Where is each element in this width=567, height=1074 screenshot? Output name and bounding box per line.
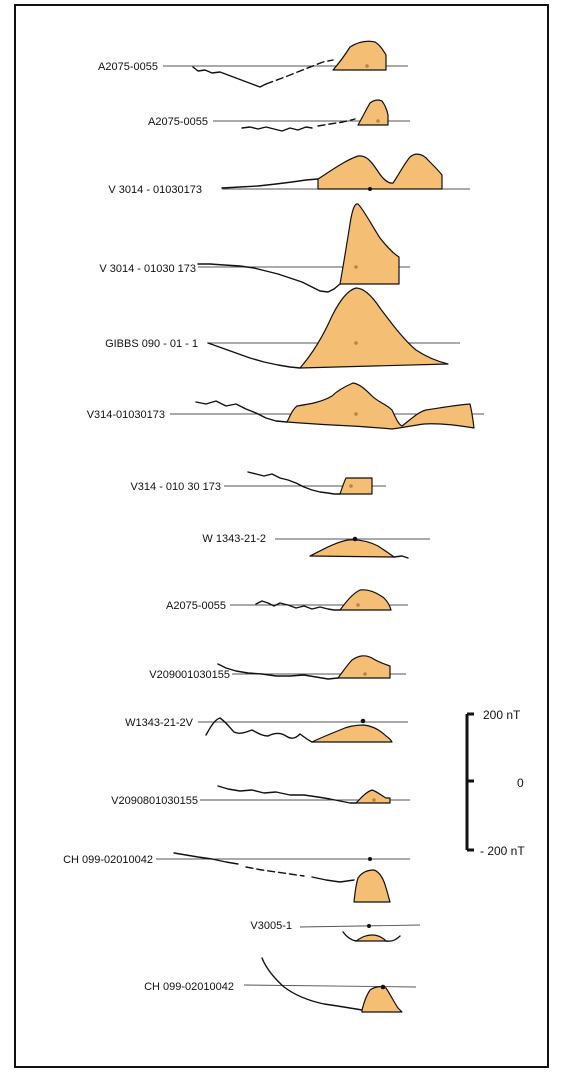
center-point <box>354 412 358 416</box>
profile-trace <box>241 126 313 132</box>
center-point <box>354 265 358 269</box>
scale-zero-label: 0 <box>517 776 524 790</box>
profile-trace <box>393 555 409 559</box>
profile-2: A2075-0055 <box>148 99 410 132</box>
center-point <box>349 484 353 488</box>
profile-label: W1343-21-2V <box>125 717 194 729</box>
profile-trace <box>261 957 363 1011</box>
anomaly-fill <box>355 934 387 942</box>
profile-trace <box>217 663 339 680</box>
profile-7: V314 - 010 30 173 <box>130 471 386 495</box>
profile-10: V209001030155 <box>149 655 406 681</box>
profile-label: GIBBS 090 - 01 - 1 <box>105 338 198 350</box>
anomaly-fill <box>332 40 387 71</box>
profile-trace <box>255 600 341 611</box>
profile-label: V 3014 - 01030173 <box>108 184 202 196</box>
profile-label: A2075-0055 <box>166 600 226 612</box>
center-point <box>368 187 372 191</box>
center-point <box>365 64 369 68</box>
profile-13: CH 099-02010042 <box>63 852 410 903</box>
profile-label: V314-01030173 <box>87 409 165 421</box>
profile-label: V 3014 - 01030 173 <box>99 263 196 275</box>
profile-label: CH 099-02010042 <box>144 981 234 993</box>
scale-bar: 200 nT 0 - 200 nT <box>465 708 525 858</box>
profile-trace <box>197 263 341 293</box>
anomaly-fill <box>357 99 389 126</box>
baseline <box>243 984 417 988</box>
profile-label: V3005-1 <box>250 920 292 932</box>
profile-trace <box>173 852 239 865</box>
center-point <box>352 536 358 542</box>
figure-frame <box>14 4 549 1068</box>
center-point <box>356 603 360 607</box>
profile-label: W 1343-21-2 <box>202 533 266 545</box>
anomaly-fill <box>353 869 391 903</box>
profile-label: CH 099-02010042 <box>63 854 153 866</box>
anomaly-fill <box>299 287 449 369</box>
profile-trace-gap <box>245 866 305 877</box>
profile-6: V314-01030173 <box>87 382 484 430</box>
profile-trace <box>217 785 357 804</box>
anomaly-fill <box>309 539 395 558</box>
profile-trace-gap <box>265 59 334 85</box>
profile-label: V314 - 010 30 173 <box>130 481 221 493</box>
anomaly-fill <box>339 589 392 611</box>
center-point <box>376 119 380 123</box>
anomaly-fill <box>311 724 393 743</box>
profile-8: W 1343-21-2 <box>202 533 430 559</box>
profile-trace <box>247 471 341 495</box>
anomaly-fill <box>286 382 475 430</box>
profile-1: A2075-0055 <box>98 40 408 88</box>
center-point <box>380 984 386 990</box>
profile-trace <box>195 400 288 423</box>
center-point <box>363 672 367 676</box>
profile-label: V209001030155 <box>149 669 230 681</box>
anomaly-fill <box>361 986 403 1013</box>
baseline <box>299 924 421 928</box>
profile-9: A2075-0055 <box>166 589 408 612</box>
anomaly-fill <box>339 477 373 495</box>
profile-trace <box>207 342 301 369</box>
profile-label: V2090801030155 <box>111 795 198 807</box>
profile-3: V 3014 - 01030173 <box>108 153 470 196</box>
center-point <box>360 718 366 724</box>
profile-trace <box>192 66 267 88</box>
center-point <box>354 341 358 345</box>
profile-trace-gap <box>317 118 356 127</box>
scale-bottom-label: - 200 nT <box>480 844 525 858</box>
scale-top-label: 200 nT <box>483 708 521 722</box>
profile-trace <box>342 931 401 942</box>
center-point <box>367 924 371 928</box>
profile-trace <box>221 178 319 189</box>
profile-15: CH 099-02010042 <box>144 957 417 1013</box>
profile-5: GIBBS 090 - 01 - 1 <box>105 287 460 369</box>
anomaly-fill <box>317 153 443 190</box>
scale-bar-line <box>465 712 474 852</box>
profile-14: V3005-1 <box>250 920 421 942</box>
profile-4: V 3014 - 01030 173 <box>99 203 410 293</box>
profile-label: A2075-0055 <box>148 116 208 128</box>
anomaly-fill <box>337 655 391 679</box>
profile-label: A2075-0055 <box>98 61 158 73</box>
anomaly-fill <box>355 789 391 804</box>
profile-11: W1343-21-2V <box>125 717 408 743</box>
profile-12: V2090801030155 <box>111 785 410 807</box>
center-point <box>368 857 372 861</box>
profile-trace <box>311 876 355 883</box>
profile-trace <box>205 717 313 743</box>
center-point <box>372 798 376 802</box>
anomaly-fill <box>339 203 400 285</box>
